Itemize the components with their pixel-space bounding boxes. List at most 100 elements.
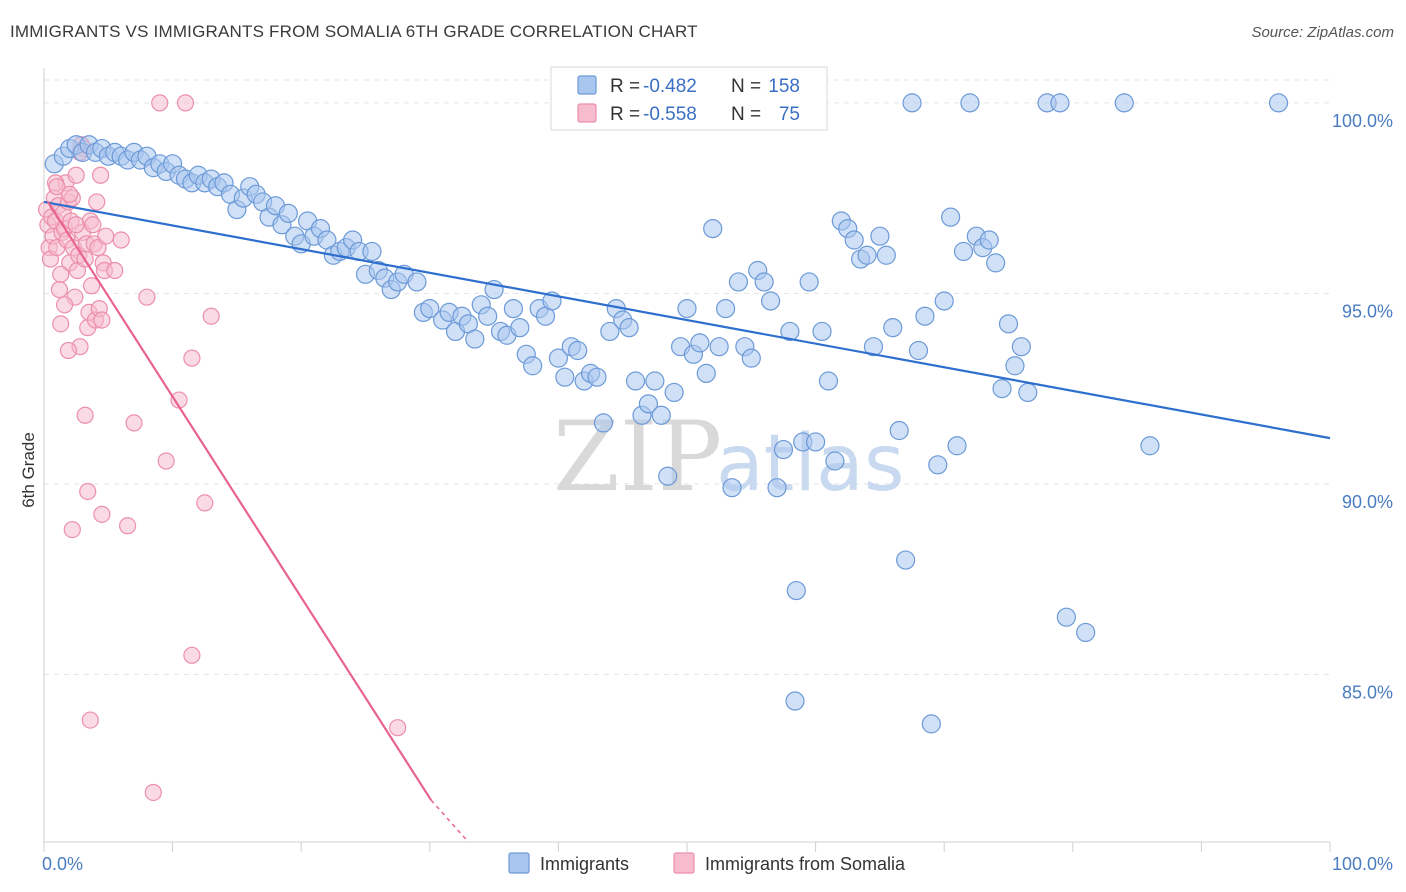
immigrants-point-113 — [786, 580, 806, 601]
immigrants-point-135 — [928, 455, 948, 475]
somalia-point-62 — [138, 288, 156, 306]
immigrants-point-106 — [741, 348, 761, 368]
immigrants-point-49 — [362, 241, 382, 262]
immigrants-point-115 — [799, 272, 819, 292]
immigrants-point-124 — [857, 245, 877, 265]
y-tick-label-0: 85.0% — [1342, 682, 1393, 702]
immigrants-point-82 — [587, 367, 607, 387]
immigrants-point-102 — [715, 299, 736, 319]
y-tick-labels: 85.0% 90.0% 95.0% 100.0% — [1332, 111, 1393, 702]
immigrants-point-153 — [1076, 622, 1096, 643]
somalia-point-61 — [125, 414, 143, 432]
immigrants-point-151 — [1050, 93, 1070, 113]
somalia-point-63 — [144, 783, 162, 802]
somalia-point-59 — [112, 231, 130, 249]
immigrants-point-140 — [960, 93, 980, 113]
x-tick-label-min: 0.0% — [42, 854, 83, 874]
immigrants-point-104 — [728, 272, 749, 292]
immigrants-point-76 — [548, 348, 569, 368]
bottom-legend-swatch-somalia — [673, 852, 695, 874]
immigrants-point-122 — [844, 230, 864, 250]
somalia-point-67 — [176, 94, 195, 112]
somalia-point-43 — [93, 311, 111, 329]
grid — [44, 79, 1330, 675]
immigrants-point-149 — [1018, 382, 1038, 403]
bottom-legend-label-somalia: Immigrants from Somalia — [705, 854, 906, 874]
immigrants-point-119 — [825, 451, 845, 471]
immigrants-point-108 — [754, 272, 774, 292]
legend-n-label-somalia: N = — [731, 104, 761, 125]
somalia-point-23 — [67, 166, 85, 184]
bottom-legend-label-immigrants: Immigrants — [540, 854, 629, 874]
somalia-point-69 — [183, 646, 201, 664]
immigrants-point-156 — [1268, 93, 1289, 113]
immigrants-point-55 — [407, 272, 427, 292]
immigrants-point-111 — [773, 439, 794, 460]
immigrants-point-57 — [420, 299, 440, 319]
somalia-point-60 — [118, 517, 137, 535]
immigrants-point-136 — [934, 291, 954, 311]
legend-r-value-immigrants: -0.482 — [643, 76, 697, 97]
immigrants-point-146 — [998, 314, 1019, 334]
immigrants-point-79 — [568, 340, 588, 361]
immigrants-point-99 — [696, 363, 716, 383]
immigrants-point-101 — [709, 337, 729, 357]
chart-title: IMMIGRANTS VS IMMIGRANTS FROM SOMALIA 6T… — [10, 22, 698, 41]
immigrants-point-152 — [1056, 607, 1076, 627]
legend-r-label-immigrants: R = — [610, 76, 640, 97]
immigrants-point-90 — [638, 394, 659, 414]
somalia-point-46 — [97, 227, 115, 245]
legend-r-label-somalia: R = — [610, 104, 640, 125]
somalia-point-57 — [93, 505, 111, 523]
somalia-point-52 — [67, 216, 85, 234]
immigrants-point-100 — [703, 218, 723, 239]
somalia-point-65 — [157, 452, 175, 470]
somalia-point-56 — [81, 711, 99, 729]
immigrants-point-65 — [478, 306, 498, 326]
source-label: Source: ZipAtlas.com — [1251, 24, 1394, 41]
axes — [43, 68, 1331, 852]
somalia-point-71 — [202, 307, 220, 325]
somalia-point-55 — [79, 482, 97, 501]
y-tick-label-3: 100.0% — [1332, 111, 1393, 131]
trend-line-somalia — [46, 201, 433, 801]
somalia-point-50 — [59, 341, 78, 360]
y-axis-label: 6th Grade — [19, 432, 38, 508]
legend-n-value-immigrants: 158 — [768, 76, 800, 97]
watermark-atlas: atlas — [716, 419, 905, 509]
immigrants-point-110 — [767, 478, 787, 498]
immigrants-point-128 — [883, 318, 903, 338]
immigrants-point-126 — [870, 226, 890, 246]
x-tick-label-max: 100.0% — [1332, 854, 1393, 874]
somalia-point-51 — [63, 520, 81, 539]
immigrants-point-83 — [593, 413, 614, 433]
somalia-point-39 — [88, 193, 106, 211]
immigrants-point-77 — [555, 367, 575, 387]
somalia-point-54 — [76, 406, 94, 424]
immigrants-point-92 — [651, 405, 671, 425]
somalia-point-35 — [82, 277, 101, 295]
trend-lines — [43, 200, 1331, 843]
somalia-point-70 — [196, 494, 214, 512]
somalia-point-68 — [183, 349, 201, 367]
legend-swatch-somalia — [577, 103, 597, 123]
somalia-point-42 — [91, 166, 110, 184]
immigrants-point-117 — [812, 321, 832, 342]
immigrants-point-94 — [664, 382, 684, 403]
immigrants-point-129 — [889, 420, 909, 441]
immigrants-point-63 — [465, 329, 485, 349]
immigrants-point-144 — [986, 253, 1006, 273]
immigrants-point-98 — [690, 333, 710, 353]
immigrants-point-155 — [1140, 436, 1160, 456]
immigrants-point-137 — [941, 207, 961, 227]
immigrants-point-125 — [863, 337, 884, 357]
somalia-point-10 — [50, 280, 69, 299]
immigrants-point-131 — [902, 93, 922, 113]
legend-n-label-immigrants: N = — [731, 76, 761, 97]
legend: R = -0.482 N = 158 R = -0.558 N = 75 — [550, 66, 828, 131]
immigrants-point-116 — [805, 432, 826, 452]
immigrants-point-72 — [523, 356, 543, 376]
immigrants-point-127 — [876, 245, 896, 265]
immigrants-point-138 — [947, 436, 967, 456]
